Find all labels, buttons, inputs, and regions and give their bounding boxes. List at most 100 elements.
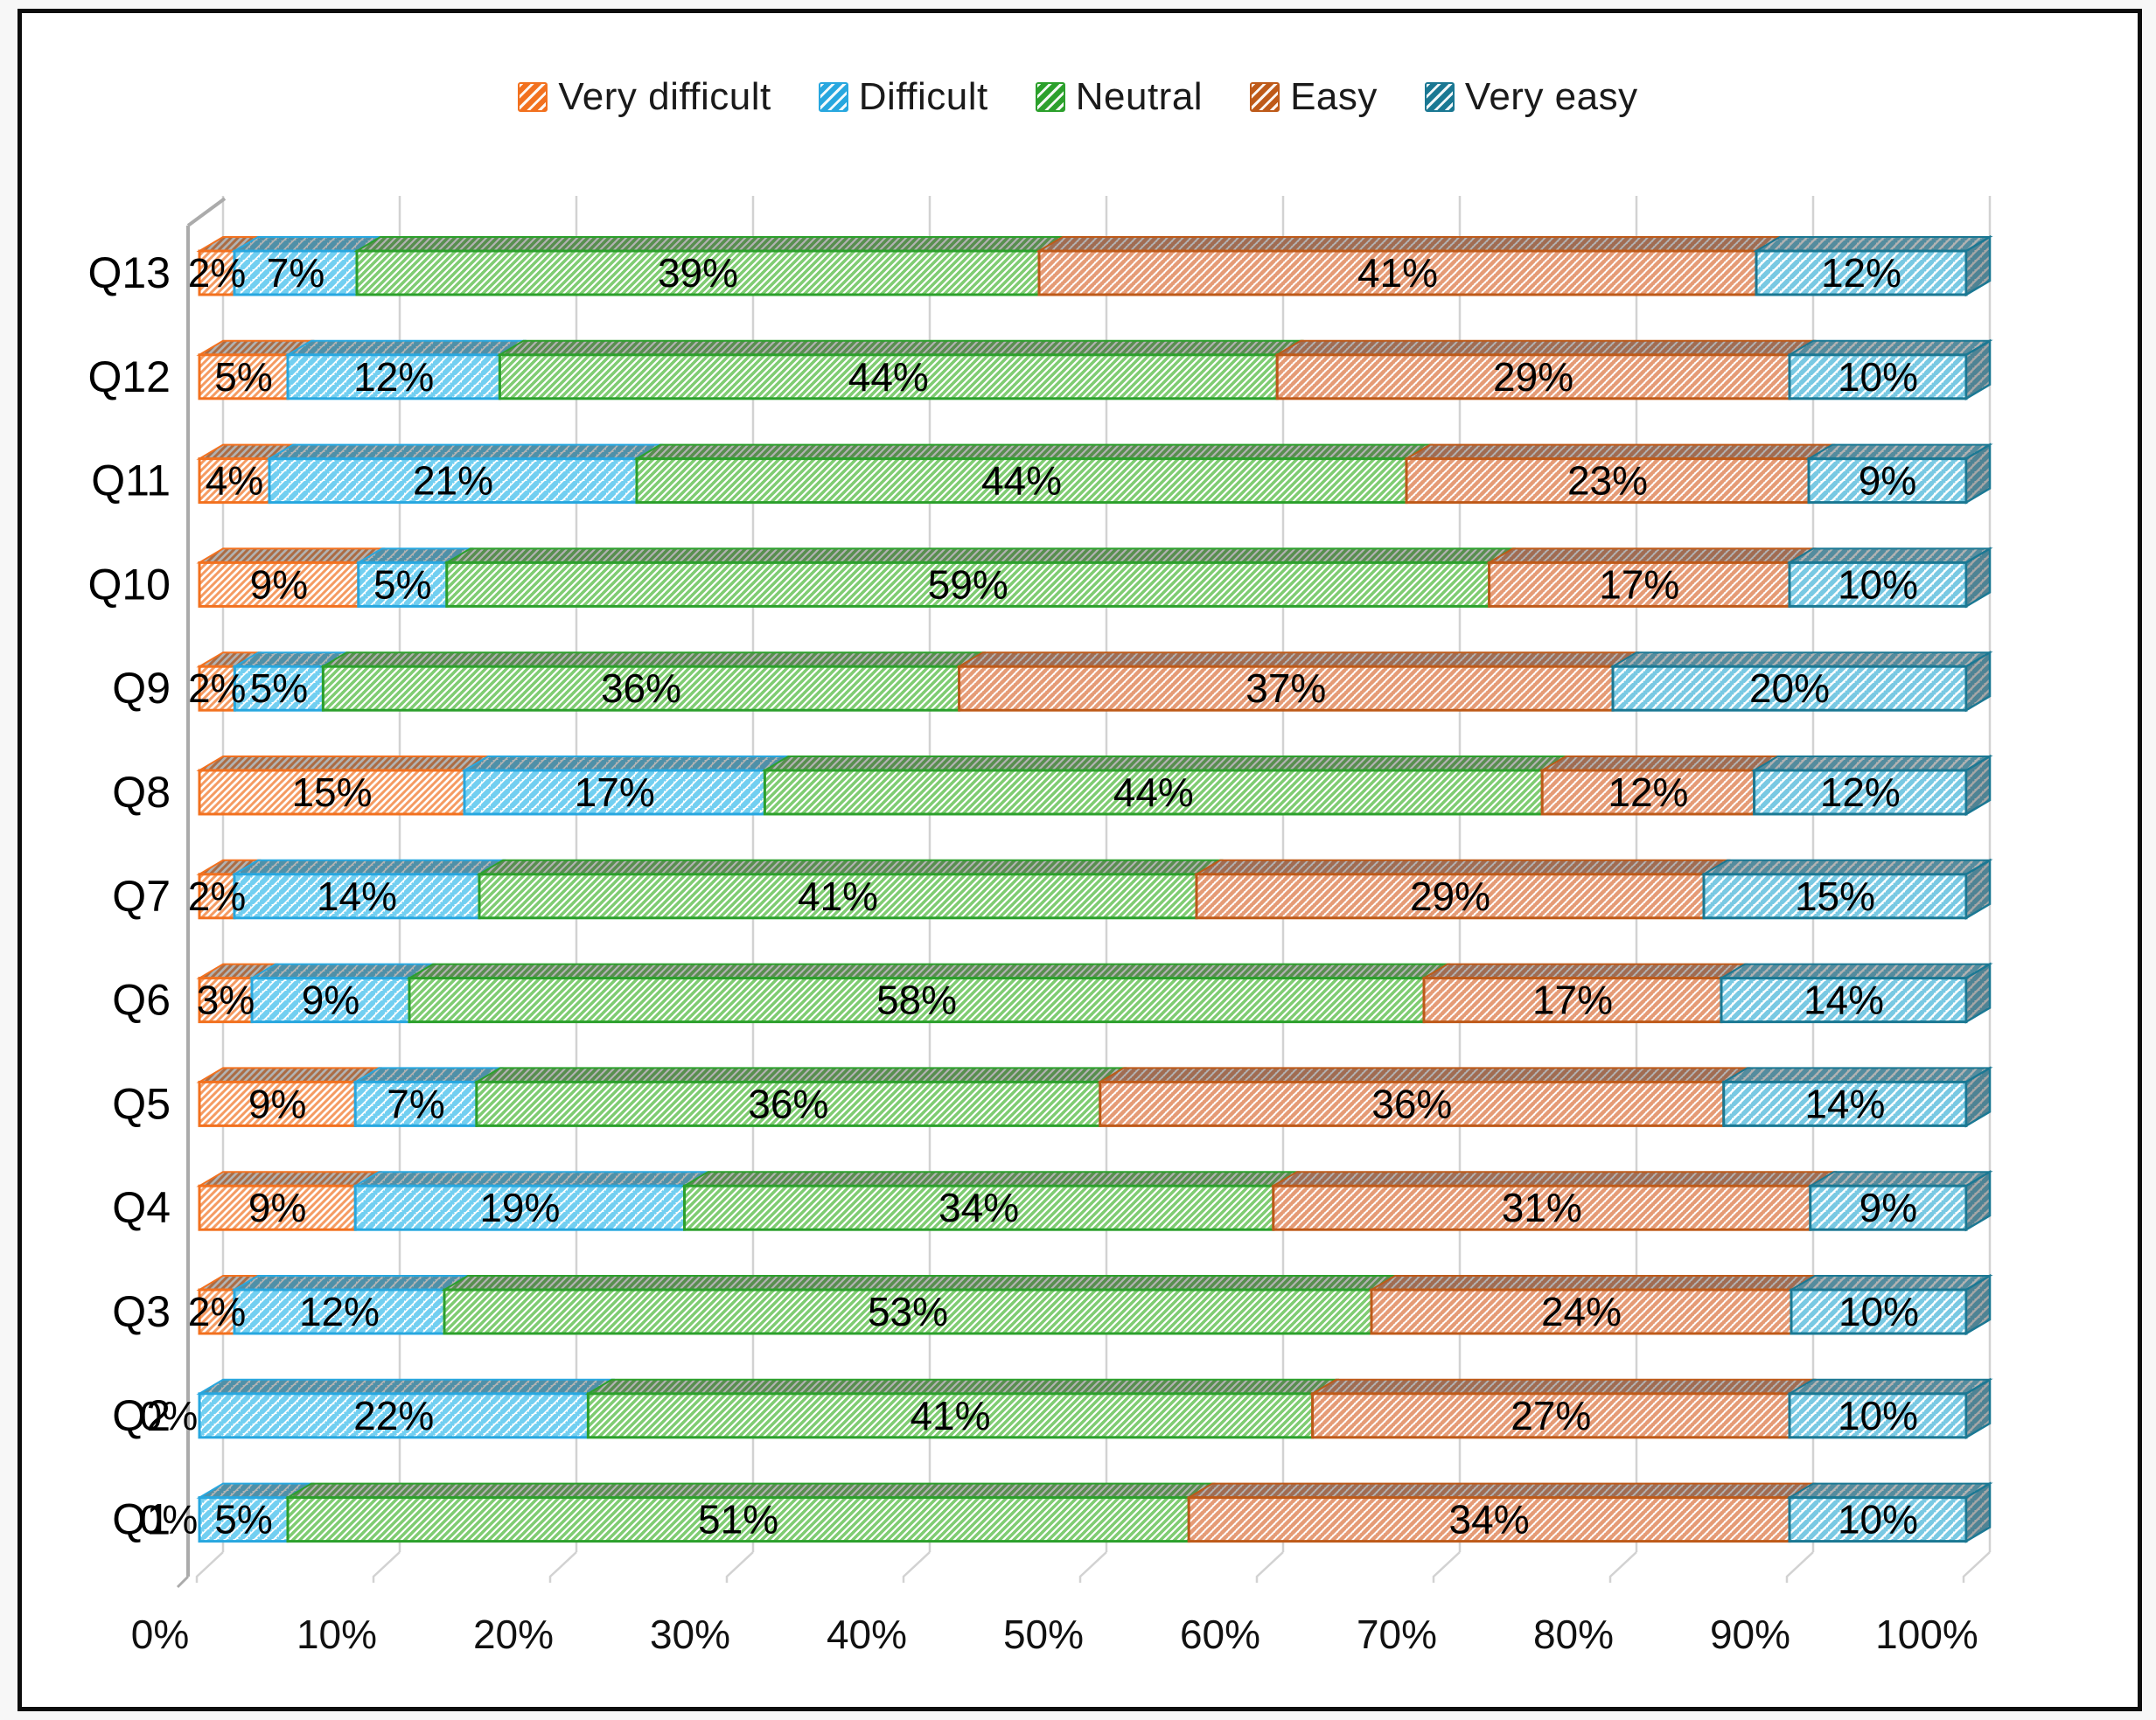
svg-text:2%: 2% — [188, 665, 246, 711]
svg-text:10%: 10% — [1838, 561, 1918, 607]
category-label: Q13 — [87, 248, 171, 297]
svg-text:31%: 31% — [1502, 1185, 1582, 1230]
svg-text:5%: 5% — [214, 354, 272, 400]
svg-text:41%: 41% — [798, 874, 878, 919]
svg-text:9%: 9% — [250, 561, 308, 607]
bar-row-q11 — [196, 442, 1993, 505]
svg-text:4%: 4% — [206, 458, 263, 504]
svg-text:20%: 20% — [1749, 665, 1830, 711]
svg-text:10%: 10% — [1839, 1289, 1919, 1334]
category-label: Q3 — [112, 1287, 171, 1336]
svg-text:90%: 90% — [1710, 1612, 1790, 1657]
bar-row-q1 — [196, 1481, 1993, 1543]
svg-text:9%: 9% — [248, 1185, 306, 1230]
svg-text:12%: 12% — [299, 1289, 380, 1334]
svg-text:5%: 5% — [250, 665, 308, 711]
category-label: Q2 — [112, 1391, 171, 1440]
svg-text:12%: 12% — [1820, 769, 1901, 815]
category-label: Q6 — [112, 976, 171, 1025]
svg-text:12%: 12% — [353, 354, 434, 400]
svg-text:39%: 39% — [658, 250, 738, 296]
svg-text:9%: 9% — [248, 1081, 306, 1126]
svg-text:29%: 29% — [1410, 874, 1490, 919]
svg-text:10%: 10% — [1838, 354, 1918, 400]
svg-text:44%: 44% — [848, 354, 929, 400]
svg-text:2%: 2% — [188, 250, 246, 296]
svg-text:19%: 19% — [479, 1185, 560, 1230]
svg-text:9%: 9% — [1859, 1185, 1917, 1230]
svg-text:17%: 17% — [575, 769, 655, 815]
svg-text:23%: 23% — [1567, 458, 1648, 504]
svg-text:2%: 2% — [188, 874, 246, 919]
svg-text:7%: 7% — [267, 250, 324, 296]
bar-row-q4 — [196, 1170, 1993, 1232]
svg-text:17%: 17% — [1532, 978, 1613, 1023]
svg-text:60%: 60% — [1180, 1612, 1260, 1657]
svg-text:12%: 12% — [1608, 769, 1688, 815]
category-label: Q1 — [112, 1495, 171, 1544]
bar-row-q12 — [196, 338, 1993, 400]
svg-text:34%: 34% — [1449, 1497, 1530, 1542]
svg-text:29%: 29% — [1493, 354, 1573, 400]
svg-text:59%: 59% — [928, 561, 1008, 607]
svg-text:17%: 17% — [1599, 561, 1679, 607]
svg-text:24%: 24% — [1541, 1289, 1622, 1334]
svg-text:10%: 10% — [1838, 1497, 1918, 1542]
svg-text:58%: 58% — [876, 978, 957, 1023]
bar-row-q13 — [196, 234, 1993, 297]
svg-text:80%: 80% — [1533, 1612, 1614, 1657]
bar-row-q10 — [196, 547, 1993, 609]
svg-text:15%: 15% — [1795, 874, 1875, 919]
category-label: Q12 — [87, 352, 171, 401]
bar-row-q7 — [196, 858, 1993, 920]
svg-text:41%: 41% — [910, 1393, 990, 1438]
svg-text:0%: 0% — [140, 1497, 198, 1542]
chart-wall — [176, 197, 227, 1589]
svg-text:27%: 27% — [1511, 1393, 1591, 1438]
svg-text:70%: 70% — [1357, 1612, 1437, 1657]
svg-text:5%: 5% — [373, 561, 431, 607]
svg-text:53%: 53% — [868, 1289, 948, 1334]
category-label: Q10 — [87, 560, 171, 609]
category-label: Q5 — [112, 1079, 171, 1128]
x-axis-labels: 0% 10% 20% 30% 40% 50% 60% 70% 80% 90% 100% — [131, 1612, 1978, 1657]
category-label: Q4 — [112, 1183, 171, 1232]
svg-text:100%: 100% — [1875, 1612, 1978, 1657]
category-label: Q9 — [112, 664, 171, 713]
svg-text:37%: 37% — [1245, 665, 1326, 711]
svg-text:3%: 3% — [197, 978, 255, 1023]
svg-text:44%: 44% — [981, 458, 1062, 504]
svg-text:9%: 9% — [1859, 458, 1916, 504]
svg-text:34%: 34% — [938, 1185, 1019, 1230]
svg-text:14%: 14% — [1804, 1081, 1885, 1126]
bar-row-q5 — [196, 1066, 1993, 1128]
data-labels: 2% 7% 39% 41% 12% 5% 12% 44% 29% 10% 4% 21% 44% 23% 9%… — [140, 250, 1919, 1542]
bar-row-q6 — [196, 962, 1993, 1024]
svg-text:36%: 36% — [1371, 1081, 1452, 1126]
svg-text:0%: 0% — [131, 1612, 189, 1657]
svg-text:21%: 21% — [413, 458, 493, 504]
svg-text:5%: 5% — [214, 1497, 272, 1542]
svg-text:51%: 51% — [698, 1497, 778, 1542]
category-label: Q8 — [112, 768, 171, 817]
svg-text:36%: 36% — [748, 1081, 828, 1126]
svg-text:0%: 0% — [140, 1393, 198, 1438]
svg-text:14%: 14% — [317, 874, 397, 919]
svg-text:36%: 36% — [601, 665, 681, 711]
svg-text:41%: 41% — [1357, 250, 1438, 296]
bar-row-q2 — [196, 1377, 1993, 1439]
svg-text:15%: 15% — [291, 769, 372, 815]
bar-rows — [196, 234, 1993, 1543]
category-label: Q11 — [91, 456, 171, 505]
svg-text:10%: 10% — [1838, 1393, 1918, 1438]
svg-text:44%: 44% — [1113, 769, 1194, 815]
svg-text:10%: 10% — [297, 1612, 377, 1657]
svg-text:14%: 14% — [1804, 978, 1884, 1023]
svg-text:22%: 22% — [353, 1393, 434, 1438]
svg-text:2%: 2% — [188, 1289, 246, 1334]
svg-text:40%: 40% — [827, 1612, 907, 1657]
category-label: Q7 — [112, 872, 171, 921]
svg-text:50%: 50% — [1003, 1612, 1084, 1657]
